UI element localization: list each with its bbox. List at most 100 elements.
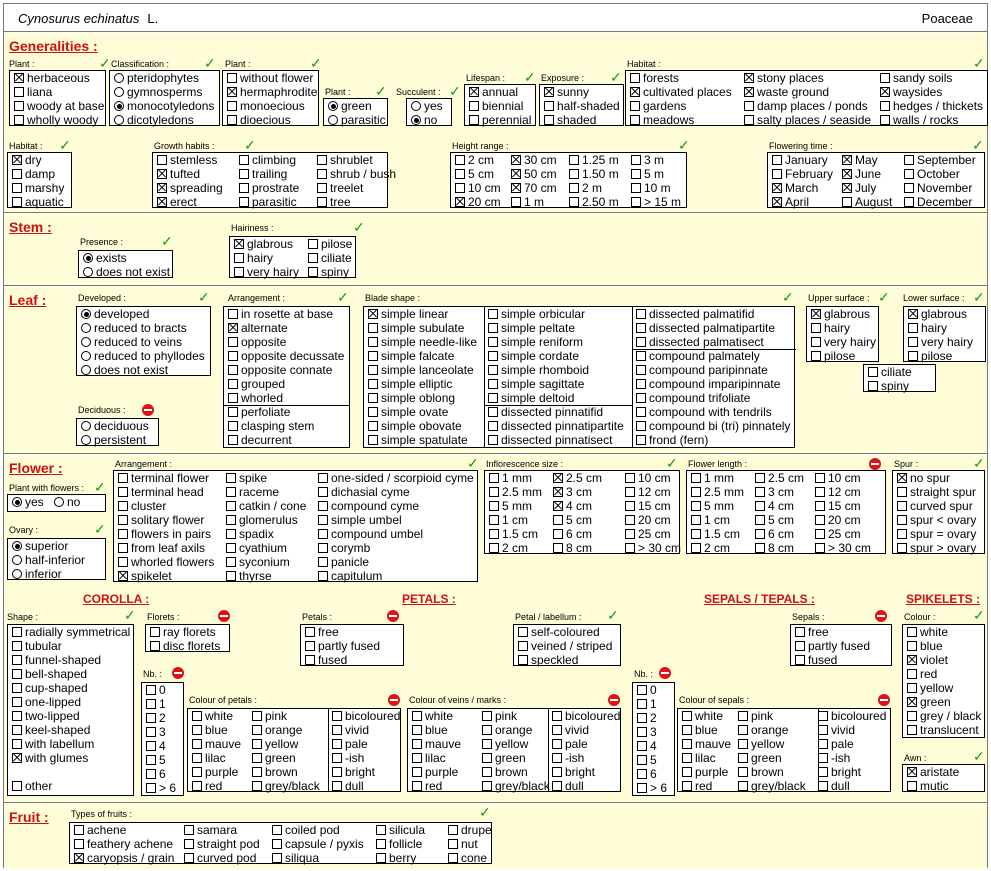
option-waysides[interactable]: waysides: [880, 85, 942, 99]
option-30-cm[interactable]: > 30 cm: [815, 541, 871, 555]
option-2-5-cm[interactable]: 2.5 cm: [553, 471, 602, 485]
checkbox[interactable]: [636, 351, 646, 361]
checkbox[interactable]: [488, 337, 498, 347]
checkbox[interactable]: [332, 739, 342, 749]
checkbox[interactable]: [552, 781, 562, 791]
option-green[interactable]: green: [252, 751, 296, 765]
checkbox[interactable]: [318, 487, 328, 497]
option-meadows[interactable]: meadows: [630, 113, 694, 127]
checkbox[interactable]: [228, 351, 238, 361]
option-dicotyledons[interactable]: dicotyledons: [114, 113, 194, 127]
checkbox[interactable]: [192, 781, 202, 791]
checkbox[interactable]: [305, 627, 315, 637]
option-exists[interactable]: exists: [83, 251, 127, 265]
option-straight-spur[interactable]: straight spur: [897, 485, 976, 499]
checkbox[interactable]: [412, 767, 422, 777]
option-violet[interactable]: violet: [907, 653, 948, 667]
checkbox[interactable]: [118, 501, 128, 511]
option-parasitic[interactable]: parasitic: [328, 113, 386, 127]
checkbox[interactable]: [907, 683, 917, 693]
option-gymnosperms[interactable]: gymnosperms: [114, 85, 202, 99]
option-shaded[interactable]: shaded: [544, 113, 596, 127]
option-stemless[interactable]: stemless: [157, 153, 217, 167]
checkbox[interactable]: [192, 711, 202, 721]
option-sandy-soils[interactable]: sandy soils: [880, 71, 952, 85]
option-1-50-m[interactable]: 1.50 m: [569, 167, 619, 181]
checkbox[interactable]: [625, 543, 635, 553]
option-simple-lanceolate[interactable]: simple lanceolate: [368, 363, 474, 377]
option-opposite-decussate[interactable]: opposite decussate: [228, 349, 344, 363]
option-20-cm[interactable]: 20 cm: [455, 195, 501, 209]
checkbox[interactable]: [332, 781, 342, 791]
option-simple-spatulate[interactable]: simple spatulate: [368, 433, 468, 447]
radio-selected[interactable]: [12, 541, 22, 551]
checkbox[interactable]: [228, 309, 238, 319]
option-berry[interactable]: berry: [376, 851, 416, 865]
option-25-cm[interactable]: 25 cm: [815, 527, 861, 541]
option-1-mm[interactable]: 1 mm: [489, 471, 532, 485]
option-one-sided-scorpioid-cyme[interactable]: one-sided / scorpioid cyme: [318, 471, 474, 485]
checkbox[interactable]: [630, 73, 640, 83]
checkbox[interactable]: [682, 725, 692, 735]
option-red[interactable]: red: [682, 779, 712, 793]
checkbox[interactable]: [12, 169, 22, 179]
checkbox[interactable]: [118, 473, 128, 483]
checkbox[interactable]: [412, 753, 422, 763]
option-15-cm[interactable]: 15 cm: [625, 499, 671, 513]
checkbox[interactable]: [637, 685, 647, 695]
option-veined-striped[interactable]: veined / striped: [518, 639, 612, 653]
option-does-not-exist[interactable]: does not exist: [81, 363, 168, 377]
option-blue[interactable]: blue: [412, 723, 448, 737]
option-green[interactable]: green: [482, 751, 526, 765]
option-dissected-palmatipartite[interactable]: dissected palmatipartite: [636, 321, 775, 335]
option-spur-ovary[interactable]: spur < ovary: [897, 513, 976, 527]
checkbox-checked[interactable]: [157, 169, 167, 179]
option-white[interactable]: white: [412, 709, 453, 723]
option-does-not-exist[interactable]: does not exist: [83, 265, 170, 279]
checkbox-checked[interactable]: [234, 239, 244, 249]
checkbox[interactable]: [368, 421, 378, 431]
option-4-cm[interactable]: 4 cm: [553, 499, 592, 513]
radio-button[interactable]: [81, 365, 91, 375]
checkbox[interactable]: [755, 501, 765, 511]
option-yellow[interactable]: yellow: [907, 681, 953, 695]
option-20-cm[interactable]: 20 cm: [815, 513, 861, 527]
checkbox[interactable]: [908, 351, 918, 361]
option-dull[interactable]: dull: [818, 779, 850, 793]
checkbox[interactable]: [252, 781, 262, 791]
checkbox[interactable]: [488, 393, 498, 403]
option-perfoliate[interactable]: perfoliate: [228, 405, 290, 419]
option-orange[interactable]: orange: [738, 723, 788, 737]
checkbox[interactable]: [552, 725, 562, 735]
checkbox[interactable]: [625, 473, 635, 483]
option-shrub-bush[interactable]: shrub / bush: [317, 167, 396, 181]
checkbox[interactable]: [738, 711, 748, 721]
option-simple-sagittate[interactable]: simple sagittate: [488, 377, 584, 391]
option-simple-elliptic[interactable]: simple elliptic: [368, 377, 452, 391]
checkbox[interactable]: [12, 781, 22, 791]
option-free[interactable]: free: [795, 625, 829, 639]
checkbox-checked[interactable]: [157, 183, 167, 193]
checkbox[interactable]: [682, 767, 692, 777]
option-12-cm[interactable]: 12 cm: [815, 485, 861, 499]
checkbox[interactable]: [332, 767, 342, 777]
option-simple-rhomboid[interactable]: simple rhomboid: [488, 363, 589, 377]
checkbox[interactable]: [184, 853, 194, 863]
checkbox[interactable]: [818, 767, 828, 777]
option-simple-falcate[interactable]: simple falcate: [368, 349, 454, 363]
option-achene[interactable]: achene: [74, 823, 126, 837]
checkbox[interactable]: [228, 407, 238, 417]
checkbox-checked[interactable]: [630, 87, 640, 97]
checkbox[interactable]: [150, 627, 160, 637]
checkbox-checked[interactable]: [772, 197, 782, 207]
option-tufted[interactable]: tufted: [157, 167, 200, 181]
checkbox[interactable]: [305, 655, 315, 665]
option-4-cm[interactable]: 4 cm: [755, 499, 794, 513]
option-1-m[interactable]: 1 m: [511, 195, 544, 209]
option-spiny[interactable]: spiny: [868, 379, 909, 393]
checkbox[interactable]: [772, 155, 782, 165]
checkbox[interactable]: [518, 641, 528, 651]
option-2-5-cm[interactable]: 2.5 cm: [755, 471, 804, 485]
option-gardens[interactable]: gardens: [630, 99, 686, 113]
option-treelet[interactable]: treelet: [317, 181, 363, 195]
